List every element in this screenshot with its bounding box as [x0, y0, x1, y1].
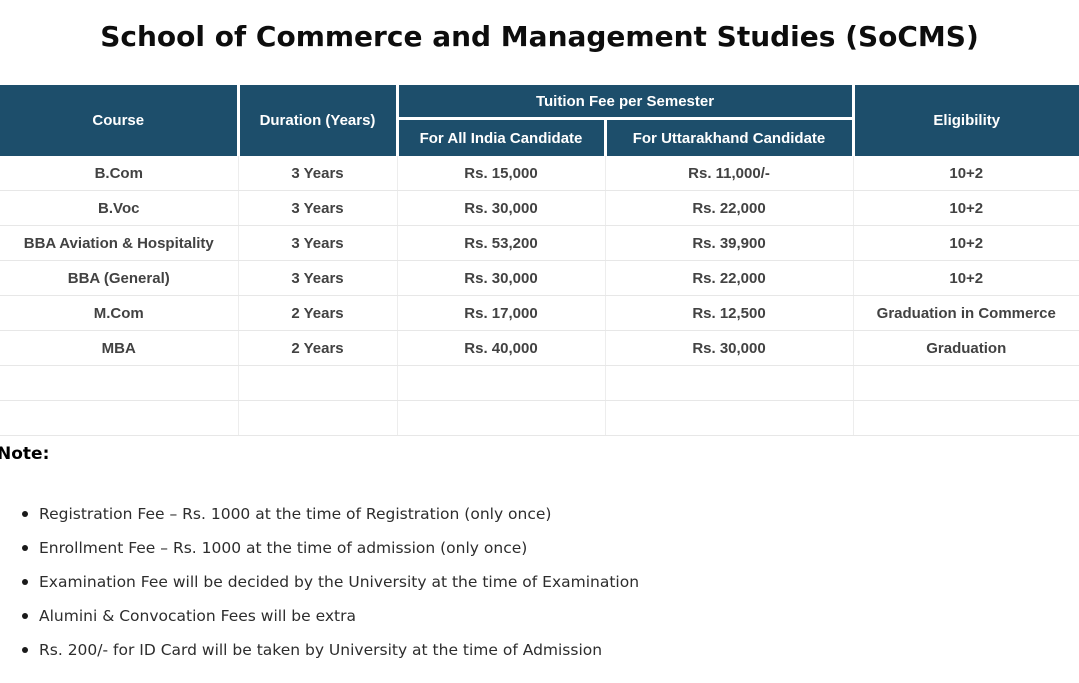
cell-uttarakhand-fee: Rs. 11,000/-: [605, 156, 854, 191]
table-row: B.Com 3 Years Rs. 15,000 Rs. 11,000/- 10…: [0, 156, 1079, 191]
cell-eligibility: [853, 365, 1079, 401]
cell-all-india-fee: Rs. 17,000: [397, 295, 606, 331]
cell-duration: 3 Years: [238, 156, 398, 191]
cell-uttarakhand-fee: Rs. 30,000: [605, 330, 854, 366]
bullet-icon: [22, 511, 28, 517]
cell-uttarakhand-fee: Rs. 22,000: [605, 260, 854, 296]
cell-duration: 3 Years: [238, 225, 398, 261]
column-header-course: Course: [0, 85, 240, 156]
note-item-text: Rs. 200/- for ID Card will be taken by U…: [39, 641, 603, 659]
cell-course: B.Voc: [0, 190, 239, 226]
table-row: M.Com 2 Years Rs. 17,000 Rs. 12,500 Grad…: [0, 295, 1079, 331]
cell-uttarakhand-fee: Rs. 12,500: [605, 295, 854, 331]
table-header: Course Duration (Years) Tuition Fee per …: [0, 85, 1079, 156]
cell-all-india-fee: Rs. 30,000: [397, 190, 606, 226]
cell-eligibility: 10+2: [853, 156, 1079, 191]
column-header-uttarakhand: For Uttarakhand Candidate: [605, 118, 855, 156]
column-header-eligibility: Eligibility: [853, 85, 1079, 156]
note-item: Alumini & Convocation Fees will be extra: [22, 606, 1022, 627]
cell-all-india-fee: [397, 400, 606, 436]
cell-eligibility: 10+2: [853, 190, 1079, 226]
note-item: Enrollment Fee – Rs. 1000 at the time of…: [22, 538, 1022, 559]
cell-all-india-fee: Rs. 53,200: [397, 225, 606, 261]
cell-eligibility: 10+2: [853, 225, 1079, 261]
table-row-empty: [0, 365, 1079, 401]
cell-eligibility: [853, 400, 1079, 436]
cell-course: [0, 400, 239, 436]
cell-duration: [238, 365, 398, 401]
cell-course: BBA (General): [0, 260, 239, 296]
page-title: School of Commerce and Management Studie…: [100, 20, 979, 53]
cell-course: M.Com: [0, 295, 239, 331]
notes-list: Registration Fee – Rs. 1000 at the time …: [22, 504, 1022, 674]
cell-eligibility: Graduation: [853, 330, 1079, 366]
note-item: Rs. 200/- for ID Card will be taken by U…: [22, 640, 1022, 661]
fee-structure-table: Course Duration (Years) Tuition Fee per …: [0, 85, 1079, 436]
cell-course: BBA Aviation & Hospitality: [0, 225, 239, 261]
cell-uttarakhand-fee: [605, 365, 854, 401]
note-item-text: Registration Fee – Rs. 1000 at the time …: [39, 505, 552, 523]
note-item-text: Enrollment Fee – Rs. 1000 at the time of…: [39, 539, 528, 557]
cell-course: [0, 365, 239, 401]
table-body: B.Com 3 Years Rs. 15,000 Rs. 11,000/- 10…: [0, 156, 1079, 436]
note-item: Examination Fee will be decided by the U…: [22, 572, 1022, 593]
cell-uttarakhand-fee: Rs. 22,000: [605, 190, 854, 226]
cell-uttarakhand-fee: [605, 400, 854, 436]
bullet-icon: [22, 613, 28, 619]
table-row: MBA 2 Years Rs. 40,000 Rs. 30,000 Gradua…: [0, 330, 1079, 366]
bullet-icon: [22, 647, 28, 653]
table-row-empty: [0, 400, 1079, 436]
cell-course: B.Com: [0, 156, 239, 191]
table-row: BBA Aviation & Hospitality 3 Years Rs. 5…: [0, 225, 1079, 261]
cell-course: MBA: [0, 330, 239, 366]
cell-eligibility: Graduation in Commerce: [853, 295, 1079, 331]
bullet-icon: [22, 545, 28, 551]
cell-duration: 3 Years: [238, 260, 398, 296]
table-row: BBA (General) 3 Years Rs. 30,000 Rs. 22,…: [0, 260, 1079, 296]
column-header-all-india: For All India Candidate: [397, 118, 607, 156]
note-item-text: Examination Fee will be decided by the U…: [39, 573, 640, 591]
cell-all-india-fee: [397, 365, 606, 401]
cell-all-india-fee: Rs. 15,000: [397, 156, 606, 191]
cell-duration: 3 Years: [238, 190, 398, 226]
cell-duration: [238, 400, 398, 436]
bullet-icon: [22, 579, 28, 585]
cell-duration: 2 Years: [238, 330, 398, 366]
cell-all-india-fee: Rs. 40,000: [397, 330, 606, 366]
cell-uttarakhand-fee: Rs. 39,900: [605, 225, 854, 261]
note-item-text: Alumini & Convocation Fees will be extra: [39, 607, 356, 625]
cell-all-india-fee: Rs. 30,000: [397, 260, 606, 296]
cell-duration: 2 Years: [238, 295, 398, 331]
cell-eligibility: 10+2: [853, 260, 1079, 296]
column-header-duration: Duration (Years): [238, 85, 399, 156]
note-heading: Note:: [0, 444, 50, 464]
note-item: Registration Fee – Rs. 1000 at the time …: [22, 504, 1022, 525]
column-header-tuition-group: Tuition Fee per Semester: [397, 85, 855, 120]
table-row: B.Voc 3 Years Rs. 30,000 Rs. 22,000 10+2: [0, 190, 1079, 226]
